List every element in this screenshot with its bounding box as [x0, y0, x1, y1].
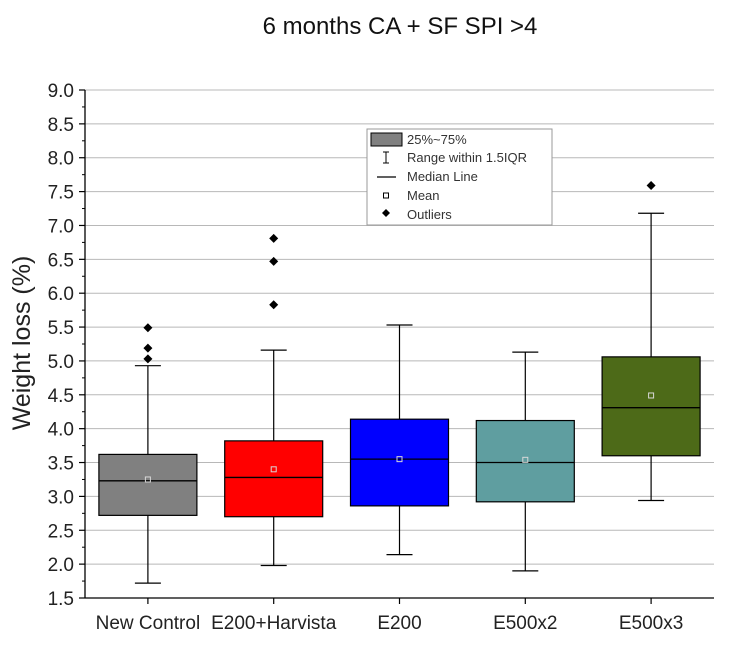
- mean-marker: [522, 456, 529, 463]
- y-tick-label: 3.5: [48, 454, 74, 475]
- legend-box-label: 25%~75%: [407, 132, 467, 147]
- y-axis-title: Weight loss (%): [8, 256, 36, 431]
- box-e200-harvista: [224, 233, 324, 567]
- outlier-point: [143, 323, 153, 333]
- y-tick-label: 7.0: [48, 216, 74, 237]
- mean-marker: [396, 456, 403, 463]
- iqr-box: [224, 440, 324, 518]
- x-tick-label: E500x2: [493, 613, 557, 634]
- y-tick-label: 9.0: [48, 81, 74, 102]
- x-tick-label: E500x3: [619, 613, 683, 634]
- outlier-point: [269, 300, 279, 310]
- outlier-point: [646, 181, 656, 191]
- y-ticks: 1.5 2.0 2.5 3.0 3.5 4.0 4.5 5.0 5.5 6.0 6.5 7.0 7.5 8…: [48, 81, 85, 610]
- box-e500x3: [601, 181, 701, 502]
- box-e500x2: [475, 351, 575, 572]
- iqr-box: [349, 418, 450, 507]
- boxes-group: [98, 181, 701, 584]
- x-tick-label: E200+Harvista: [211, 613, 337, 634]
- y-tick-label: 7.5: [48, 183, 74, 204]
- box-e200: [349, 324, 450, 556]
- outlier-point: [143, 343, 153, 353]
- y-tick-label: 6.0: [48, 284, 74, 305]
- y-tick-label: 2.0: [48, 555, 74, 576]
- outlier-point: [269, 256, 279, 266]
- y-tick-label: 8.0: [48, 149, 74, 170]
- chart-title: 6 months CA + SF SPI >4: [263, 13, 538, 40]
- box-new-control: [98, 323, 198, 584]
- legend-range-icon: [383, 151, 389, 164]
- legend-median-label: Median Line: [407, 169, 478, 184]
- y-tick-label: 5.5: [48, 318, 74, 339]
- legend-outlier-swatch: [382, 209, 390, 217]
- y-tick-label: 6.5: [48, 250, 74, 271]
- iqr-box: [475, 419, 575, 503]
- y-tick-label: 4.5: [48, 386, 74, 407]
- legend-box-swatch: [370, 132, 403, 147]
- y-tick-label: 3.0: [48, 487, 74, 508]
- y-tick-label: 4.0: [48, 420, 74, 441]
- legend-range-label: Range within 1.5IQR: [407, 150, 527, 165]
- y-tick-label: 2.5: [48, 521, 74, 542]
- x-ticks: New Control E200+Harvista E200 E500x2 E500x3: [96, 598, 683, 634]
- outlier-point: [143, 354, 153, 364]
- outlier-point: [269, 233, 279, 243]
- y-tick-label: 8.5: [48, 115, 74, 136]
- legend-mean-swatch: [383, 192, 389, 199]
- y-tick-label: 1.5: [48, 589, 74, 610]
- x-tick-label: New Control: [96, 613, 201, 634]
- legend-outliers-label: Outliers: [407, 207, 452, 222]
- x-tick-label: E200: [377, 613, 421, 634]
- mean-marker: [648, 392, 655, 399]
- legend: 25%~75% Range within 1.5IQR Median Line …: [366, 128, 553, 226]
- iqr-box: [98, 453, 198, 516]
- mean-marker: [270, 466, 277, 473]
- y-tick-label: 5.0: [48, 352, 74, 373]
- legend-mean-label: Mean: [407, 188, 440, 203]
- iqr-box: [601, 356, 701, 457]
- mean-marker: [144, 476, 151, 483]
